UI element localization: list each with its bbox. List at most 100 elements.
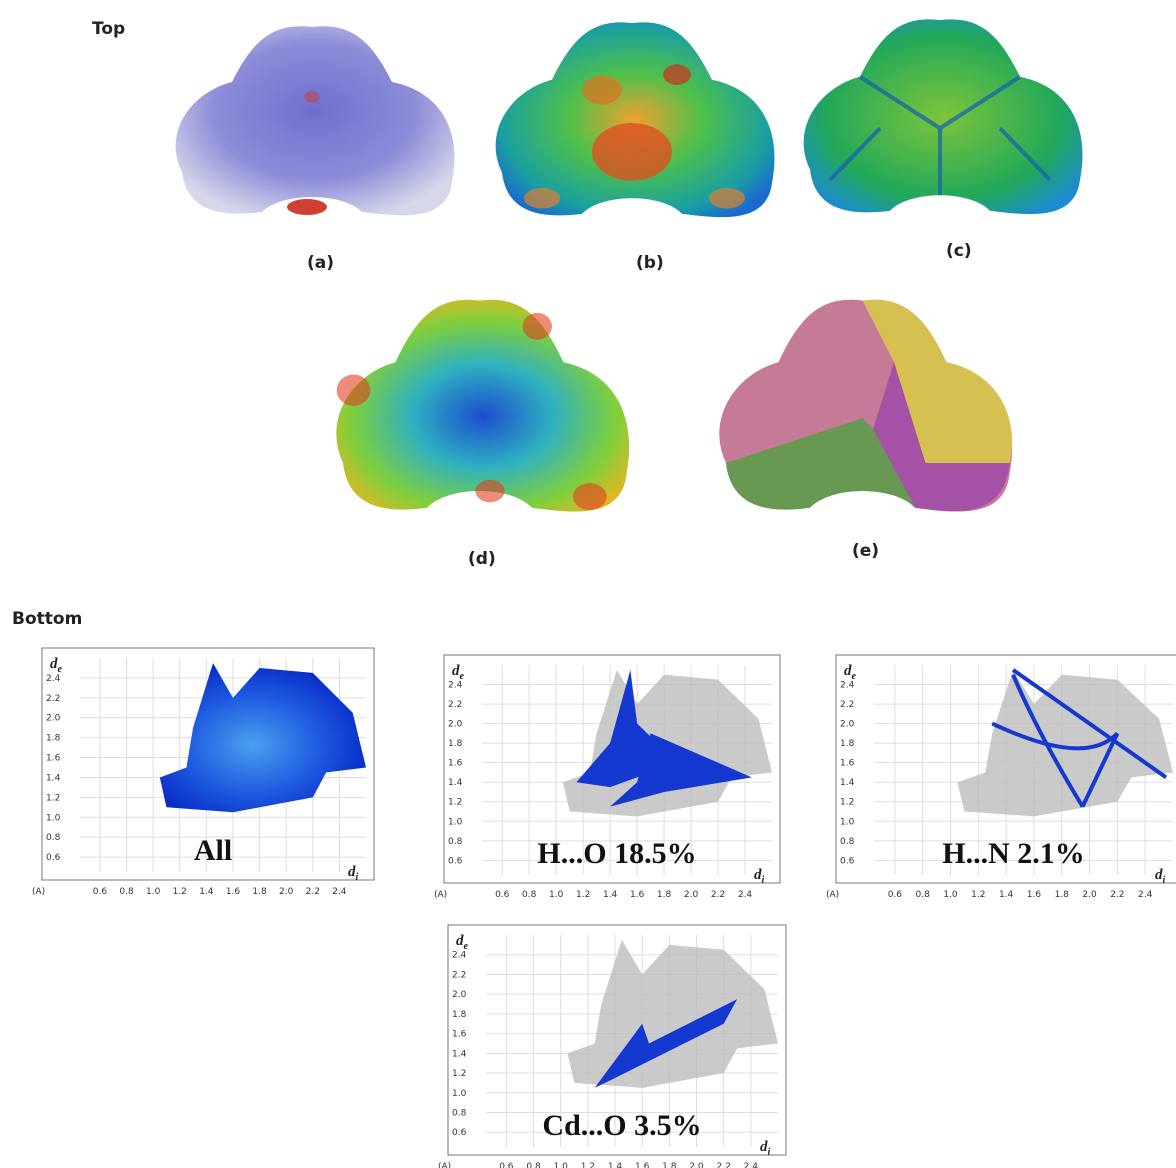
- surface-e: [719, 299, 1013, 512]
- panel-label: (c): [946, 241, 972, 261]
- y-tick-label: 1.4: [46, 773, 61, 783]
- x-tick-label: 2.0: [689, 1162, 704, 1168]
- x-axis-name: di: [348, 864, 359, 883]
- highlight-trace: [1011, 673, 1085, 808]
- panel-label: (e): [852, 541, 879, 561]
- y-tick-label: 2.4: [840, 681, 855, 691]
- x-tick-label: 1.2: [581, 1162, 595, 1168]
- x-tick-label: 1.4: [199, 887, 214, 897]
- y-tick-label: 0.6: [452, 1128, 467, 1138]
- fingerprint-plot: 2.4 2.2 2.0 1.8 1.6 1.4 1.2 1.0 0.8 0.6 0.6 0.8 1.0 1…: [826, 654, 1176, 900]
- x-tick-label: 0.6: [93, 887, 108, 897]
- axis-symbol: d: [754, 867, 762, 883]
- x-tick-label: 2.4: [738, 890, 753, 900]
- axis-symbol: d: [844, 663, 852, 679]
- background-cloud: [957, 669, 1173, 817]
- y-tick-label: 1.6: [46, 754, 61, 764]
- y-tick-label: 0.8: [452, 1108, 467, 1118]
- panel-label: (d): [468, 549, 496, 569]
- x-tick-label: 1.8: [662, 1162, 677, 1168]
- x-axis-name: di: [754, 867, 765, 886]
- y-tick-label: 2.0: [46, 714, 61, 724]
- y-tick-label: 1.2: [840, 798, 854, 808]
- x-tick-label: 1.0: [146, 887, 161, 897]
- x-tick-label: 0.8: [522, 890, 537, 900]
- surface-d: [336, 299, 630, 512]
- y-tick-label: 1.2: [452, 1069, 466, 1079]
- x-tick-label: 1.6: [1027, 890, 1042, 900]
- y-tick-label: 0.6: [448, 856, 463, 866]
- axis-symbol: d: [50, 656, 58, 672]
- y-tick-label: 1.6: [452, 1030, 467, 1040]
- x-tick-label: 1.6: [630, 890, 645, 900]
- y-tick-label: 1.6: [840, 759, 855, 769]
- x-tick-label: 1.0: [943, 890, 958, 900]
- section-label: Top: [92, 19, 125, 39]
- y-tick-label: 1.0: [46, 813, 61, 823]
- axis-subscript: i: [356, 872, 359, 883]
- x-tick-label: 2.0: [1082, 890, 1097, 900]
- y-tick-label: 1.8: [452, 1010, 467, 1020]
- background-cloud: [567, 939, 778, 1088]
- y-tick-label: 0.8: [840, 837, 855, 847]
- y-tick-label: 1.0: [452, 1089, 467, 1099]
- x-tick-label: 2.4: [332, 887, 347, 897]
- x-axis-name: di: [1155, 867, 1166, 886]
- y-axis-name: de: [452, 663, 465, 682]
- fingerprint-plot: 2.4 2.2 2.0 1.8 1.6 1.4 1.2 1.0 0.8 0.6 0.6 0.8 1.0 1…: [434, 654, 781, 900]
- x-tick-label: 1.2: [576, 890, 590, 900]
- y-tick-label: 2.4: [448, 681, 463, 691]
- highlight-trace: [991, 721, 1120, 808]
- x-tick-label: 1.8: [1055, 890, 1070, 900]
- y-tick-label: 1.0: [448, 817, 463, 827]
- highlight-trace: [1011, 668, 1168, 779]
- axis-subscript: i: [762, 875, 765, 886]
- x-axis-name: di: [760, 1139, 771, 1158]
- x-tick-label: 0.6: [495, 890, 510, 900]
- x-tick-label: 1.0: [554, 1162, 569, 1168]
- axis-subscript: e: [58, 664, 63, 675]
- axis-symbol: d: [452, 663, 460, 679]
- y-tick-label: 1.8: [448, 739, 463, 749]
- axis-symbol: d: [456, 933, 464, 949]
- y-axis-name: de: [844, 663, 857, 682]
- x-tick-label: 2.2: [711, 890, 725, 900]
- surface-a: [175, 26, 455, 216]
- axis-subscript: i: [1163, 875, 1166, 886]
- x-tick-label: 2.0: [279, 887, 294, 897]
- y-tick-label: 1.4: [840, 778, 855, 788]
- y-tick-label: 0.6: [46, 853, 61, 863]
- y-tick-label: 1.6: [448, 759, 463, 769]
- unit-label: (A): [32, 887, 45, 897]
- plot-label: H...N 2.1%: [942, 837, 1085, 870]
- highlight-cloud: [594, 999, 738, 1088]
- y-tick-label: 2.0: [452, 990, 467, 1000]
- section-label: Bottom: [12, 609, 82, 629]
- panel-label: (b): [636, 253, 664, 273]
- y-tick-label: 0.8: [46, 833, 61, 843]
- y-tick-label: 1.8: [840, 739, 855, 749]
- axis-subscript: e: [464, 941, 469, 952]
- y-tick-label: 1.2: [46, 793, 60, 803]
- x-tick-label: 2.2: [306, 887, 320, 897]
- fingerprint-plot: 2.4 2.2 2.0 1.8 1.6 1.4 1.2 1.0 0.8 0.6 0.6 0.8 1.0 1…: [32, 647, 375, 897]
- x-tick-label: 2.2: [717, 1162, 731, 1168]
- x-tick-label: 1.8: [657, 890, 672, 900]
- axis-subscript: e: [852, 671, 857, 682]
- unit-label: (A): [438, 1162, 451, 1168]
- plot-label: H...O 18.5%: [537, 837, 696, 870]
- x-tick-label: 0.6: [888, 890, 903, 900]
- y-tick-label: 2.0: [448, 720, 463, 730]
- unit-label: (A): [826, 890, 839, 900]
- axis-subscript: i: [768, 1147, 771, 1158]
- x-tick-label: 0.8: [916, 890, 931, 900]
- axis-symbol: d: [348, 864, 356, 880]
- x-tick-label: 2.0: [684, 890, 699, 900]
- x-tick-label: 0.6: [499, 1162, 514, 1168]
- unit-label: (A): [434, 890, 447, 900]
- y-tick-label: 2.4: [46, 674, 61, 684]
- fingerprint-plot: 2.4 2.2 2.0 1.8 1.6 1.4 1.2 1.0 0.8 0.6 0.6 0.8 1.0 1…: [438, 924, 787, 1168]
- x-tick-label: 2.4: [744, 1162, 759, 1168]
- y-tick-label: 2.2: [840, 700, 854, 710]
